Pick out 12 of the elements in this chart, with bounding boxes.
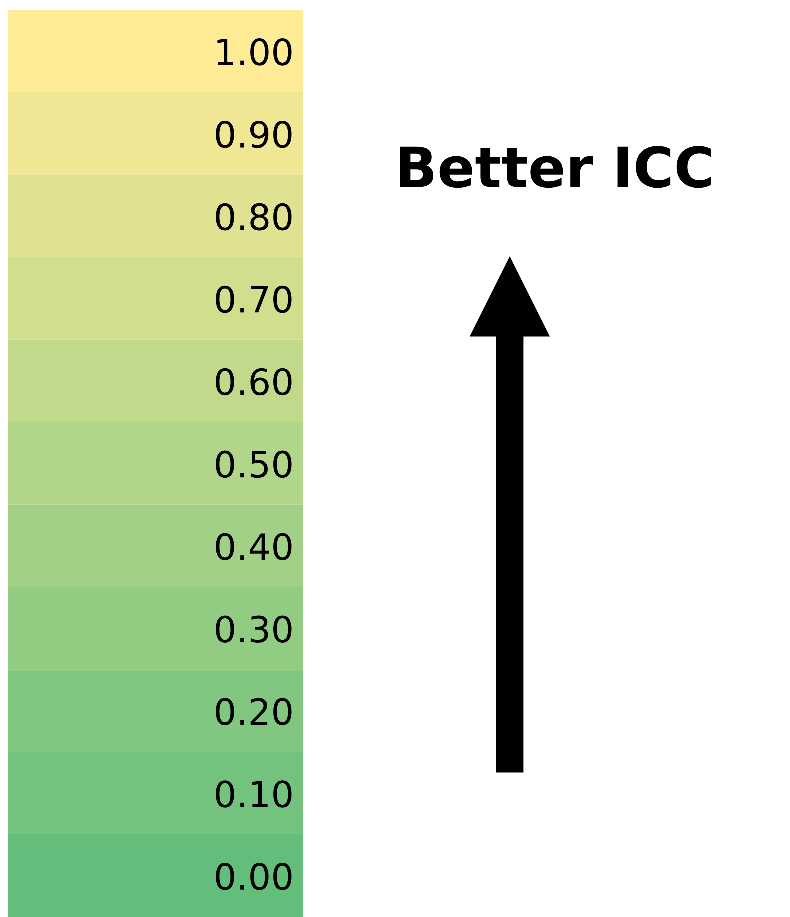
text: Better ICC [400,146,712,188]
data-label: 1.00 [218,38,292,66]
data-label: 0.60 [216,368,292,396]
data-label: 0.50 [216,450,292,478]
data-label: 0.70 [216,286,292,314]
data-label: 0.20 [216,698,292,726]
data-label: 0.90 [216,120,292,148]
data-label: 0.30 [216,616,292,644]
data-label: 0.80 [216,203,292,231]
data-label: 0.10 [216,780,292,808]
data-label: 0.40 [216,533,292,561]
data-label: 0.00 [216,863,292,890]
